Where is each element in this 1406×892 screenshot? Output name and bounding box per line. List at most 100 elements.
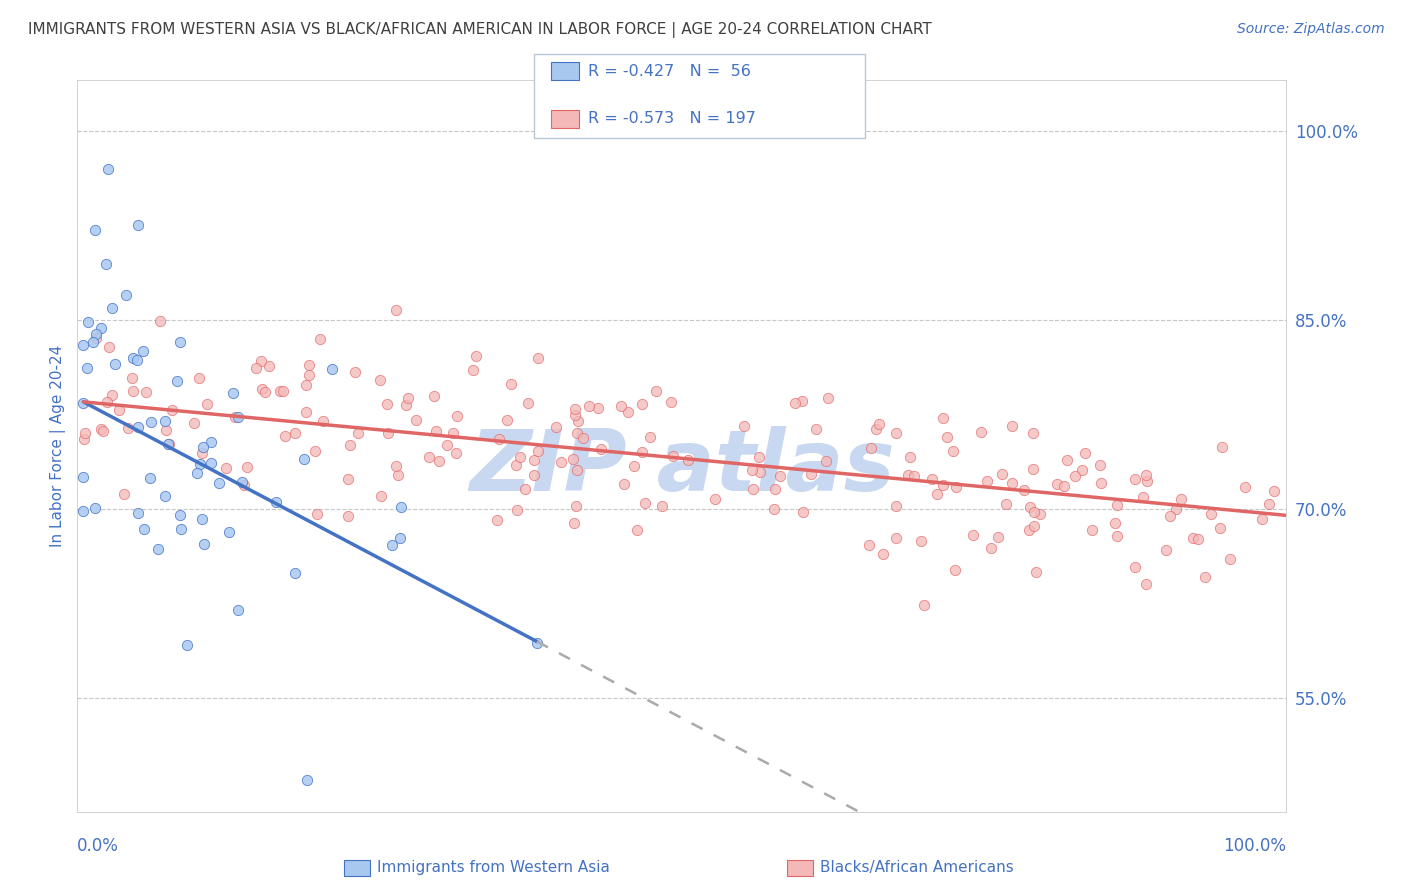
- Text: R = -0.427   N =  56: R = -0.427 N = 56: [588, 64, 751, 78]
- Point: [1022, 426, 1045, 441]
- Point: [231, 475, 253, 489]
- Point: [562, 516, 585, 530]
- Point: [295, 773, 318, 788]
- Point: [112, 486, 135, 500]
- Point: [526, 444, 548, 458]
- Point: [634, 496, 657, 510]
- Point: [1012, 483, 1035, 497]
- Point: [292, 452, 315, 467]
- Point: [644, 384, 666, 399]
- Point: [527, 351, 550, 365]
- Point: [76, 361, 98, 376]
- Point: [461, 362, 484, 376]
- Text: Source: ZipAtlas.com: Source: ZipAtlas.com: [1237, 22, 1385, 37]
- Point: [1135, 467, 1157, 482]
- Point: [1182, 531, 1205, 545]
- Point: [991, 467, 1014, 481]
- Point: [1064, 469, 1087, 483]
- Point: [742, 482, 765, 496]
- Point: [188, 457, 211, 471]
- Point: [222, 386, 245, 401]
- Point: [377, 426, 399, 441]
- Point: [526, 636, 548, 650]
- Point: [1001, 419, 1024, 434]
- Point: [1132, 490, 1154, 504]
- Point: [389, 532, 412, 546]
- Point: [309, 332, 332, 346]
- Point: [176, 638, 198, 652]
- Point: [1187, 532, 1209, 546]
- Point: [783, 396, 806, 410]
- Point: [125, 353, 148, 368]
- Text: R = -0.573   N = 197: R = -0.573 N = 197: [588, 112, 755, 126]
- Point: [72, 338, 94, 352]
- Point: [1263, 483, 1285, 498]
- Point: [127, 419, 149, 434]
- Point: [562, 452, 585, 467]
- Point: [769, 469, 792, 483]
- Point: [523, 453, 546, 467]
- Point: [104, 357, 127, 371]
- Point: [84, 331, 107, 345]
- Point: [749, 465, 772, 479]
- Point: [1046, 476, 1069, 491]
- Point: [368, 374, 391, 388]
- Point: [550, 455, 572, 469]
- Point: [90, 422, 112, 436]
- Point: [1209, 521, 1232, 535]
- Point: [567, 414, 589, 428]
- Point: [676, 452, 699, 467]
- Point: [931, 478, 953, 492]
- Point: [659, 395, 682, 409]
- Point: [1081, 523, 1104, 537]
- Point: [418, 450, 440, 465]
- Point: [868, 417, 890, 431]
- Point: [284, 566, 307, 581]
- Point: [588, 401, 610, 416]
- Point: [218, 525, 240, 540]
- Point: [505, 458, 527, 472]
- Point: [370, 489, 392, 503]
- Point: [446, 409, 468, 424]
- Point: [1024, 519, 1046, 533]
- Point: [153, 489, 176, 503]
- Point: [157, 437, 180, 451]
- Point: [395, 398, 418, 412]
- Point: [921, 472, 943, 486]
- Point: [153, 414, 176, 428]
- Point: [385, 458, 408, 473]
- Point: [626, 523, 648, 537]
- Point: [884, 531, 907, 545]
- Point: [304, 443, 326, 458]
- Point: [84, 501, 107, 516]
- Point: [193, 537, 215, 551]
- Point: [423, 388, 446, 402]
- Point: [572, 431, 595, 445]
- Point: [96, 395, 118, 409]
- Text: Immigrants from Western Asia: Immigrants from Western Asia: [377, 861, 610, 875]
- Point: [623, 458, 645, 473]
- Point: [565, 463, 588, 477]
- Point: [509, 450, 531, 464]
- Point: [589, 442, 612, 456]
- Point: [616, 405, 638, 419]
- Point: [283, 426, 305, 441]
- Point: [1125, 472, 1147, 486]
- Point: [703, 491, 725, 506]
- Point: [91, 425, 114, 439]
- Point: [1022, 505, 1045, 519]
- Point: [898, 450, 921, 465]
- Point: [1088, 458, 1111, 473]
- Point: [613, 476, 636, 491]
- Point: [295, 405, 318, 419]
- Point: [1219, 552, 1241, 566]
- Point: [444, 446, 467, 460]
- Point: [226, 603, 249, 617]
- Point: [1233, 480, 1256, 494]
- Point: [523, 467, 546, 482]
- Point: [224, 410, 246, 425]
- Point: [169, 508, 191, 522]
- Point: [96, 161, 118, 176]
- Point: [765, 483, 787, 497]
- Point: [96, 257, 118, 271]
